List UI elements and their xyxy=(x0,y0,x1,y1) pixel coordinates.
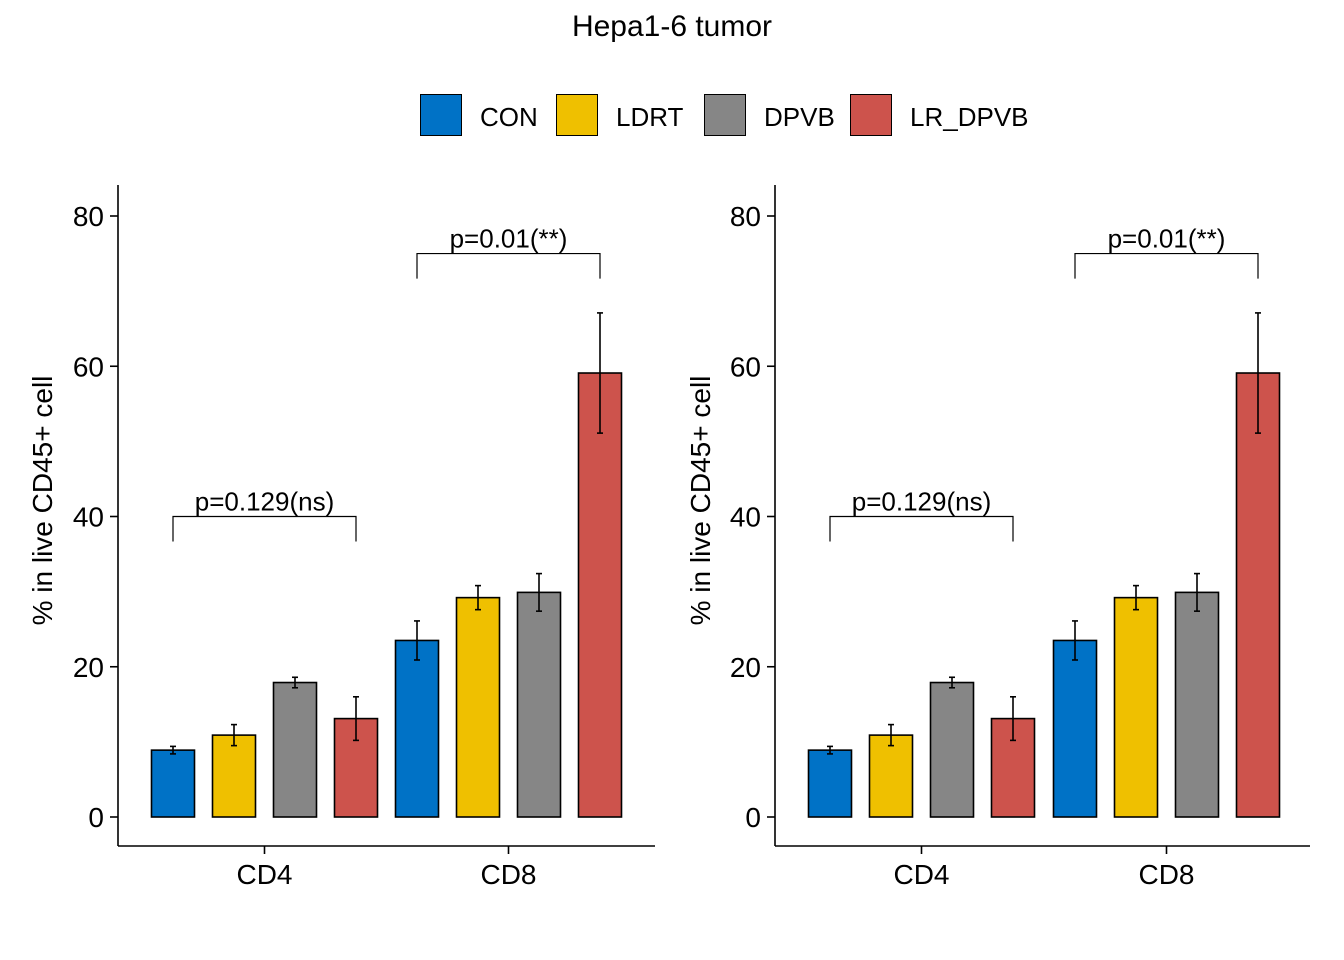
bar xyxy=(868,734,914,818)
legend-key-dpvb xyxy=(704,94,746,136)
bar xyxy=(394,639,440,818)
bar xyxy=(150,749,196,818)
y-axis-label: % in live CD45+ cell xyxy=(27,376,58,626)
bar xyxy=(1174,591,1220,818)
y-tick-label: 80 xyxy=(73,201,104,232)
legend-label-dpvb: DPVB xyxy=(764,102,835,132)
bar xyxy=(1113,596,1159,818)
bar xyxy=(1235,372,1281,818)
y-tick-label: 80 xyxy=(730,201,761,232)
y-tick-label: 40 xyxy=(73,502,104,533)
legend-key-lr-dpvb xyxy=(850,94,892,136)
x-tick-label: CD8 xyxy=(1138,859,1194,890)
bar xyxy=(516,591,562,818)
y-tick-label: 20 xyxy=(730,652,761,683)
significance-label: p=0.129(ns) xyxy=(195,487,334,517)
y-tick-label: 0 xyxy=(745,802,761,833)
x-tick-label: CD8 xyxy=(480,859,536,890)
chart-title: Hepa1-6 tumor xyxy=(571,10,773,43)
y-tick-label: 20 xyxy=(73,652,104,683)
significance-bracket xyxy=(829,515,1014,542)
y-tick-label: 0 xyxy=(88,802,104,833)
legend-label-ldrt: LDRT xyxy=(616,102,684,132)
bar xyxy=(807,749,853,818)
significance-label: p=0.01(**) xyxy=(1108,224,1226,254)
y-tick-label: 40 xyxy=(730,502,761,533)
significance-label: p=0.129(ns) xyxy=(852,487,991,517)
x-tick-label: CD4 xyxy=(236,859,292,890)
significance-bracket xyxy=(416,252,601,279)
bar xyxy=(577,372,623,818)
legend-key-ldrt xyxy=(556,94,598,136)
x-tick-label: CD4 xyxy=(893,859,949,890)
y-tick-label: 60 xyxy=(73,351,104,382)
y-tick-label: 60 xyxy=(730,351,761,382)
legend-key-con xyxy=(420,94,462,136)
legend-label-lr-dpvb: LR_DPVB xyxy=(910,102,1029,132)
bar xyxy=(211,734,257,818)
significance-bracket xyxy=(172,515,357,542)
significance-label: p=0.01(**) xyxy=(450,224,568,254)
significance-bracket xyxy=(1074,252,1259,279)
y-axis-label: % in live CD45+ cell xyxy=(685,376,716,626)
bar xyxy=(1052,639,1098,818)
bar xyxy=(929,681,975,818)
legend-label-con: CON xyxy=(480,102,538,132)
